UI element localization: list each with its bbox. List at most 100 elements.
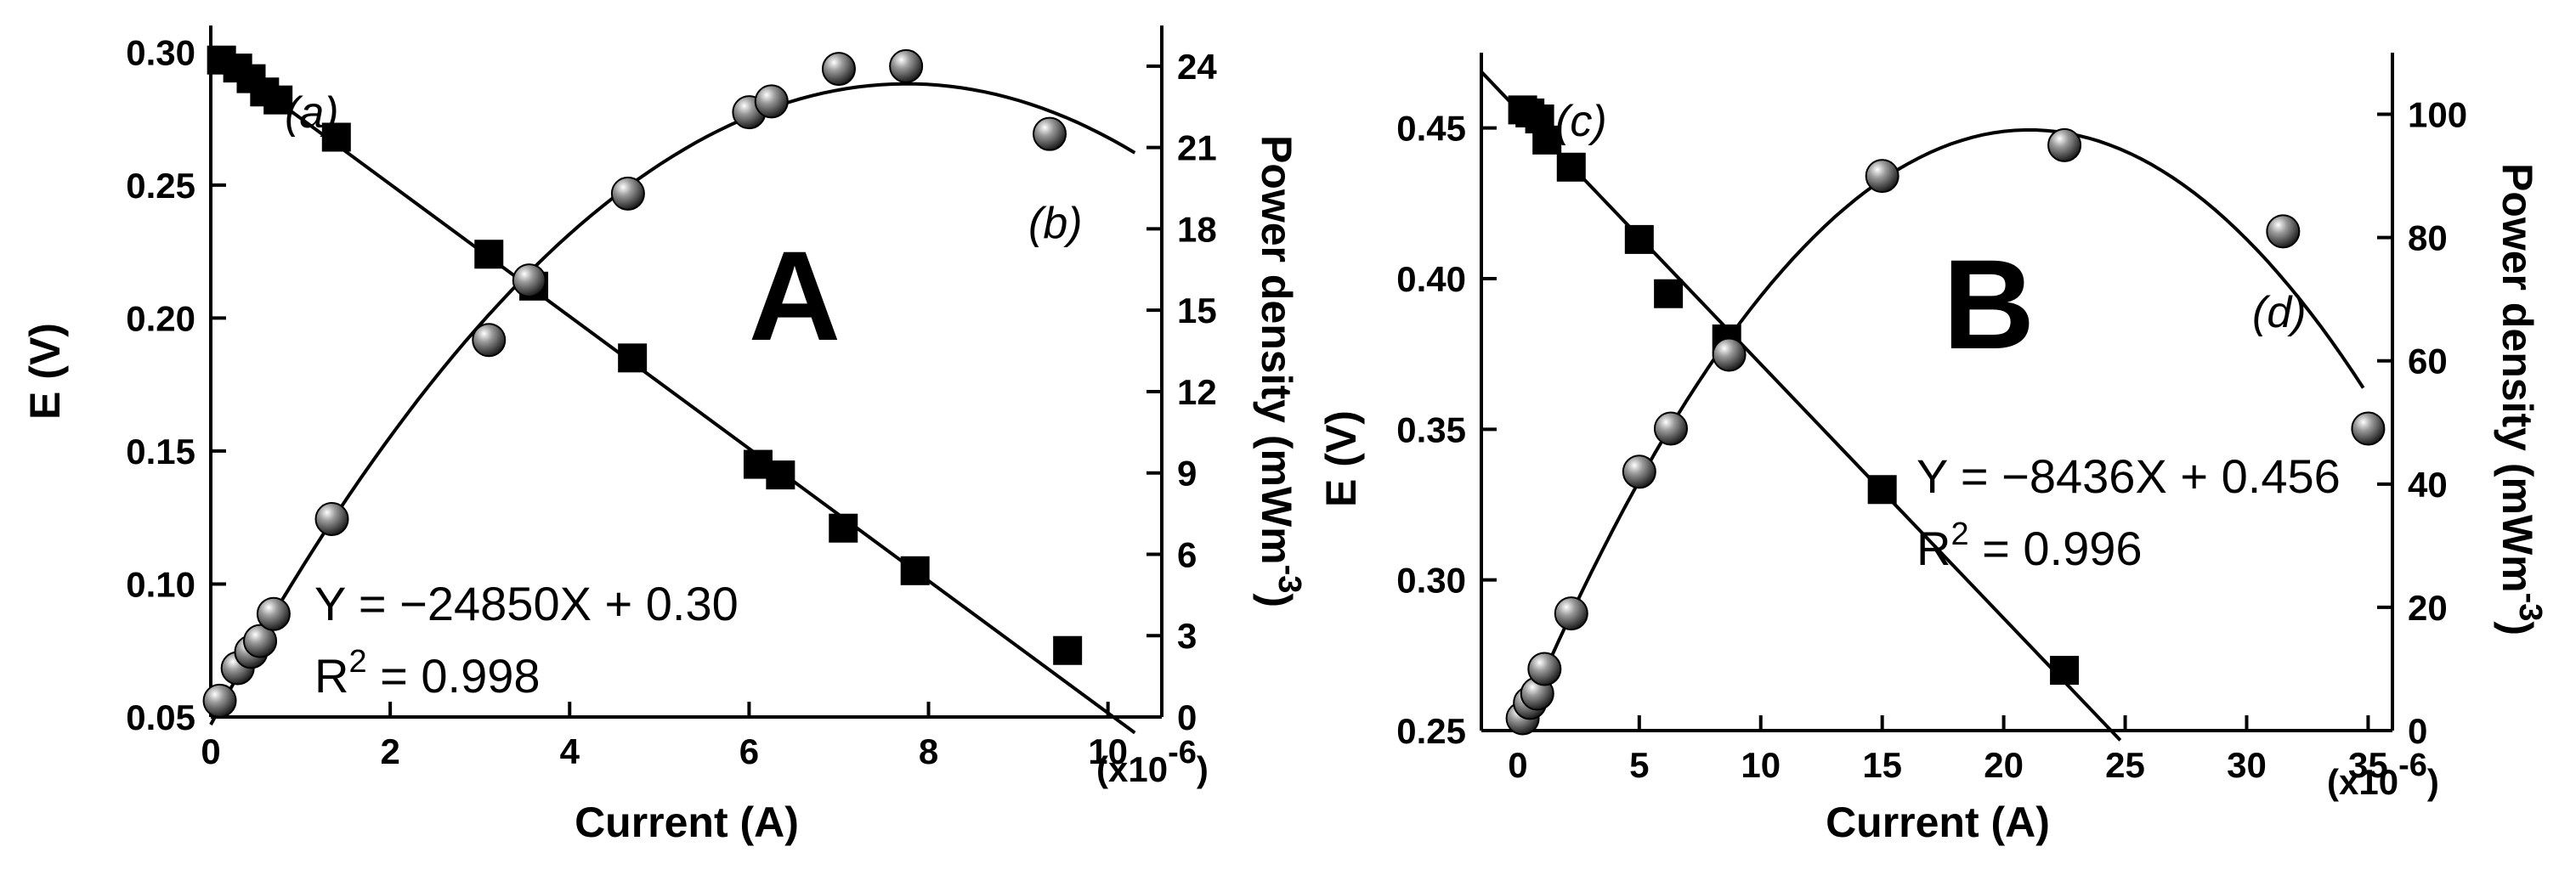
sphere-marker xyxy=(1527,652,1562,686)
sphere-marker xyxy=(314,501,349,536)
left-tick-label: 0.30 xyxy=(126,32,195,72)
sphere-marker xyxy=(821,52,856,87)
sphere-marker xyxy=(2266,214,2301,249)
panel-a-right-axis-label: Power density (mWm-3) xyxy=(1253,135,1307,607)
fit-line-series-0 xyxy=(209,50,1136,735)
panel-a-series-b-tag: (b) xyxy=(1028,199,1083,248)
left-tick-label: 0.10 xyxy=(126,564,195,604)
sphere-marker xyxy=(256,596,291,631)
panel-a-data-markers xyxy=(202,45,1083,718)
fit-line-series-1 xyxy=(1516,128,2365,735)
x-tick-label: 4 xyxy=(560,731,580,771)
sphere-marker xyxy=(889,48,924,83)
square-marker xyxy=(829,513,858,543)
sphere-marker xyxy=(512,263,546,298)
left-tick-label: 0.30 xyxy=(1396,561,1466,601)
square-marker xyxy=(263,85,293,115)
right-tick-label: 6 xyxy=(1177,534,1197,574)
x-tick-label: 10 xyxy=(1741,745,1781,785)
left-tick-label: 0.15 xyxy=(126,432,195,471)
square-marker xyxy=(1624,224,1654,254)
right-tick-label: 3 xyxy=(1177,616,1197,656)
square-marker xyxy=(900,556,930,585)
panel-a-x-multiplier: (x10-6) xyxy=(1096,735,1209,789)
right-tick-label: 60 xyxy=(2408,342,2448,381)
square-marker xyxy=(618,343,648,373)
x-tick-label: 20 xyxy=(1984,745,2024,785)
sphere-marker xyxy=(1554,596,1588,631)
right-tick-label: 20 xyxy=(2408,588,2448,628)
panel-a-r-squared: R2 = 0.998 xyxy=(314,644,541,703)
sphere-marker xyxy=(243,624,278,658)
sphere-marker xyxy=(2047,127,2082,162)
panel-b: 0 5 10 15 20 25 30 35 0.25 0.30 0.35 0.40 0.45 0 20 4… xyxy=(1317,53,2548,846)
panel-b-right-axis-label: Power density (mWm-3) xyxy=(2494,163,2548,635)
panel-a-x-axis-label: Current (A) xyxy=(575,799,799,846)
sphere-marker xyxy=(202,683,237,718)
sphere-marker xyxy=(2351,411,2386,446)
panel-a-series-a-tag: (a) xyxy=(285,88,339,138)
left-tick-label: 0.40 xyxy=(1396,259,1466,299)
x-tick-label: 15 xyxy=(1862,745,1902,785)
panel-b-data-markers xyxy=(1505,95,2386,736)
sphere-marker xyxy=(472,323,507,358)
right-tick-label: 100 xyxy=(2408,95,2467,135)
x-tick-label: 0 xyxy=(201,731,220,771)
square-marker xyxy=(474,240,504,269)
square-marker xyxy=(766,460,795,490)
panel-b-r-squared: R2 = 0.996 xyxy=(1916,517,2143,575)
right-tick-label: 24 xyxy=(1177,47,1217,87)
x-tick-label: 25 xyxy=(2105,745,2145,785)
x-tick-label: 5 xyxy=(1629,745,1649,785)
x-tick-label: 10 xyxy=(1088,731,1128,771)
panel-a-right-ticks: 0 3 6 9 12 15 18 21 24 xyxy=(1146,47,1217,737)
sphere-marker xyxy=(1712,337,1747,372)
panel-a-x-ticks: 0 2 4 6 8 10 xyxy=(201,702,1128,771)
x-tick-label: 2 xyxy=(380,731,399,771)
left-tick-label: 0.05 xyxy=(126,697,195,737)
x-tick-label: 35 xyxy=(2348,745,2388,785)
sphere-marker xyxy=(754,84,789,119)
panel-b-fit-equation: Y = −8436X + 0.456 xyxy=(1916,449,2341,503)
fit-line-series-1 xyxy=(209,82,1136,725)
left-tick-label: 0.45 xyxy=(1396,109,1466,149)
right-tick-label: 80 xyxy=(2408,218,2448,258)
left-tick-label: 0.25 xyxy=(1396,711,1466,751)
fit-line-series-0 xyxy=(1480,71,2122,742)
left-tick-label: 0.25 xyxy=(126,166,195,206)
sphere-marker xyxy=(1865,159,1899,194)
x-tick-label: 8 xyxy=(919,731,938,771)
panel-b-x-axis-label: Current (A) xyxy=(1826,799,2050,846)
sphere-marker xyxy=(1622,454,1656,489)
square-marker xyxy=(1532,125,1562,155)
right-tick-label: 40 xyxy=(2408,465,2448,505)
panel-b-series-d-tag: (d) xyxy=(2252,288,2307,337)
right-tick-label: 21 xyxy=(1177,128,1217,168)
sphere-marker xyxy=(1033,116,1067,151)
x-tick-label: 6 xyxy=(739,731,759,771)
left-tick-label: 0.20 xyxy=(126,298,195,338)
panel-b-fit-lines xyxy=(1480,71,2365,742)
panel-b-x-multiplier: (x10-6) xyxy=(2327,748,2439,802)
panel-a-fit-lines xyxy=(209,50,1136,735)
panel-b-right-ticks: 0 20 40 60 80 100 xyxy=(2377,95,2467,751)
panel-a-left-axis-label: E (V) xyxy=(21,323,69,420)
panel-b-left-axis-label: E (V) xyxy=(1317,410,1365,507)
x-tick-label: 0 xyxy=(1508,745,1527,785)
panel-b-x-ticks: 0 5 10 15 20 25 30 35 xyxy=(1508,715,2388,785)
square-marker xyxy=(2050,656,2080,686)
right-tick-label: 9 xyxy=(1177,454,1197,494)
left-tick-label: 0.35 xyxy=(1396,409,1466,449)
panel-b-letter: B xyxy=(1943,233,2035,375)
square-marker xyxy=(1654,279,1684,308)
sphere-marker xyxy=(1653,411,1688,446)
square-marker xyxy=(1867,475,1897,505)
panel-a: 0 2 4 6 8 10 0.05 0.10 0.15 0.20 0.25 0.30 0 3 6 9 12 1… xyxy=(21,25,1307,846)
square-marker xyxy=(1556,152,1586,182)
right-tick-label: 12 xyxy=(1177,372,1217,412)
sphere-marker xyxy=(610,176,645,211)
panel-a-fit-equation: Y = −24850X + 0.30 xyxy=(314,577,739,630)
right-tick-label: 18 xyxy=(1177,209,1217,249)
square-marker xyxy=(321,122,351,152)
